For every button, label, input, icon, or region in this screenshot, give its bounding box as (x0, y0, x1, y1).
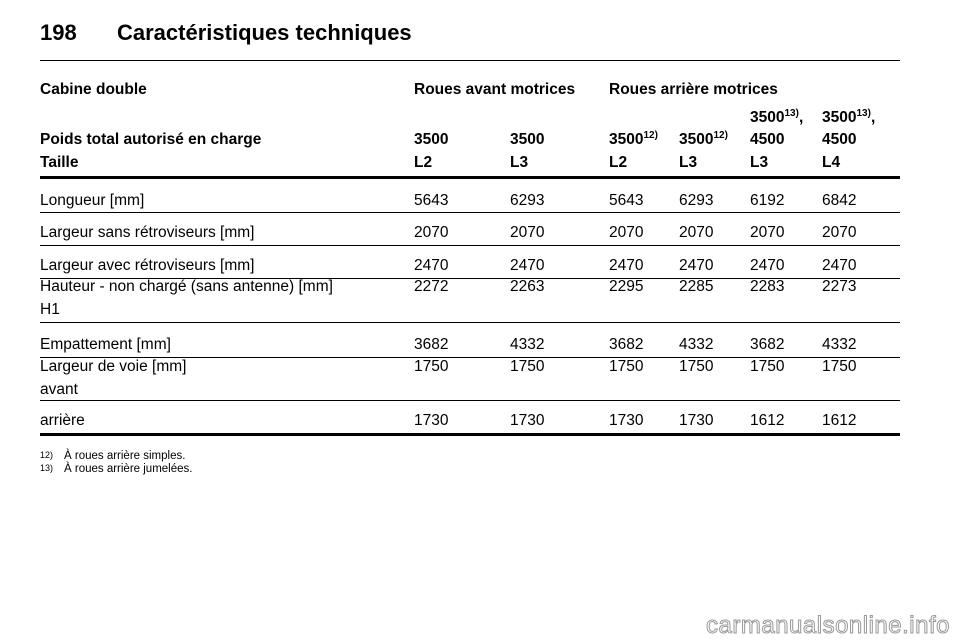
size-cell: L2 (609, 154, 628, 171)
cell-value: 2470 (750, 257, 785, 274)
row-label: Largeur de voie [mm] (40, 358, 187, 375)
footnote-mark: 13) (40, 463, 54, 473)
cell-value: 4332 (679, 336, 714, 353)
row-sublabel: H1 (40, 301, 60, 318)
row-label: arrière (40, 412, 85, 429)
separator: , (798, 109, 804, 126)
rule (40, 357, 900, 358)
cell-value: 1730 (609, 412, 644, 429)
cell-value: 1730 (510, 412, 545, 429)
cell-value: 1750 (609, 358, 644, 375)
footnote-ref: 12) (643, 130, 658, 141)
cell-value: 2470 (679, 257, 714, 274)
cell-value: 2263 (510, 278, 545, 295)
footnote-ref: 13) (784, 108, 799, 119)
rule (40, 212, 900, 213)
rule (40, 322, 900, 323)
size-cell: L4 (822, 154, 841, 171)
cell-value: 5643 (414, 192, 449, 209)
cell-value: 6842 (822, 192, 857, 209)
size-cell: L2 (414, 154, 433, 171)
cell-value: 3682 (750, 336, 785, 353)
weight-cell: 3500 (510, 131, 544, 149)
cell-value: 2295 (609, 278, 644, 295)
cell-value: 1730 (414, 412, 449, 429)
cell-value: 2283 (750, 278, 785, 295)
rule (40, 60, 900, 61)
weight-cell: 350012) (679, 131, 728, 149)
cell-value: 2470 (414, 257, 449, 274)
footnote-mark: 12) (40, 450, 54, 460)
cell-value: 2070 (510, 224, 545, 241)
row-label: Hauteur - non chargé (sans antenne) [mm] (40, 278, 333, 295)
page-number: 198 (40, 20, 77, 45)
cell-value: 2070 (679, 224, 714, 241)
watermark: carmanualsonline.info (706, 612, 950, 640)
rule (40, 433, 900, 436)
cell-value: 6293 (510, 192, 545, 209)
weight-value: 4500 (750, 131, 785, 148)
row-label: Poids total autorisé en charge (40, 131, 262, 148)
row-label: Largeur avec rétroviseurs [mm] (40, 257, 255, 274)
footnote-text: À roues arrière simples. (64, 450, 186, 462)
weight-cell: 350012) (609, 131, 658, 149)
page-title: Caractéristiques techniques (117, 20, 412, 45)
weight-cell: 350013), (822, 109, 875, 127)
cell-value: 1750 (510, 358, 545, 375)
cell-value: 4332 (510, 336, 545, 353)
rule (40, 245, 900, 246)
cell-value: 2470 (609, 257, 644, 274)
cell-value: 2470 (510, 257, 545, 274)
size-cell: L3 (510, 154, 529, 171)
weight-value: 3500 (679, 131, 714, 148)
cell-value: 1730 (679, 412, 714, 429)
cell-value: 1612 (750, 412, 785, 429)
cell-value: 2272 (414, 278, 449, 295)
cell-value: 2070 (609, 224, 644, 241)
cell-value: 2070 (414, 224, 449, 241)
footnote-ref: 13) (856, 108, 871, 119)
group-header: Roues avant motrices (414, 81, 576, 98)
size-cell: L3 (750, 154, 769, 171)
cell-value: 6192 (750, 192, 785, 209)
cell-value: 2070 (750, 224, 785, 241)
group-header: Cabine double (40, 81, 147, 98)
row-label: Longueur [mm] (40, 192, 145, 209)
cell-value: 4332 (822, 336, 857, 353)
rule (40, 278, 900, 279)
size-cell: L3 (679, 154, 698, 171)
cell-value: 1750 (679, 358, 714, 375)
rule (40, 400, 900, 401)
cell-value: 1750 (750, 358, 785, 375)
row-label: Empattement [mm] (40, 336, 171, 353)
cell-value: 2273 (822, 278, 857, 295)
cell-value: 2285 (679, 278, 714, 295)
weight-value: 3500 (822, 109, 857, 126)
cell-value: 3682 (609, 336, 644, 353)
weight-cell: 350013), (750, 109, 803, 127)
cell-value: 6293 (679, 192, 714, 209)
cell-value: 1750 (822, 358, 857, 375)
row-label: Taille (40, 154, 79, 171)
cell-value: 1612 (822, 412, 857, 429)
rule (40, 176, 900, 179)
weight-value: 3500 (510, 131, 545, 148)
cell-value: 2070 (822, 224, 857, 241)
group-header: Roues arrière motrices (609, 81, 778, 98)
cell-value: 2470 (822, 257, 857, 274)
cell-value: 3682 (414, 336, 449, 353)
weight-value: 4500 (822, 131, 857, 148)
separator: , (870, 109, 876, 126)
cell-value: 1750 (414, 358, 449, 375)
weight-value: 3500 (750, 109, 785, 126)
footnote-text: À roues arrière jumelées. (64, 463, 193, 475)
footnote-ref: 12) (713, 130, 728, 141)
row-sublabel: avant (40, 381, 78, 398)
cell-value: 5643 (609, 192, 644, 209)
weight-value: 3500 (609, 131, 644, 148)
weight-cell: 3500 (414, 131, 448, 149)
row-label: Largeur sans rétroviseurs [mm] (40, 224, 255, 241)
weight-value: 3500 (414, 131, 449, 148)
